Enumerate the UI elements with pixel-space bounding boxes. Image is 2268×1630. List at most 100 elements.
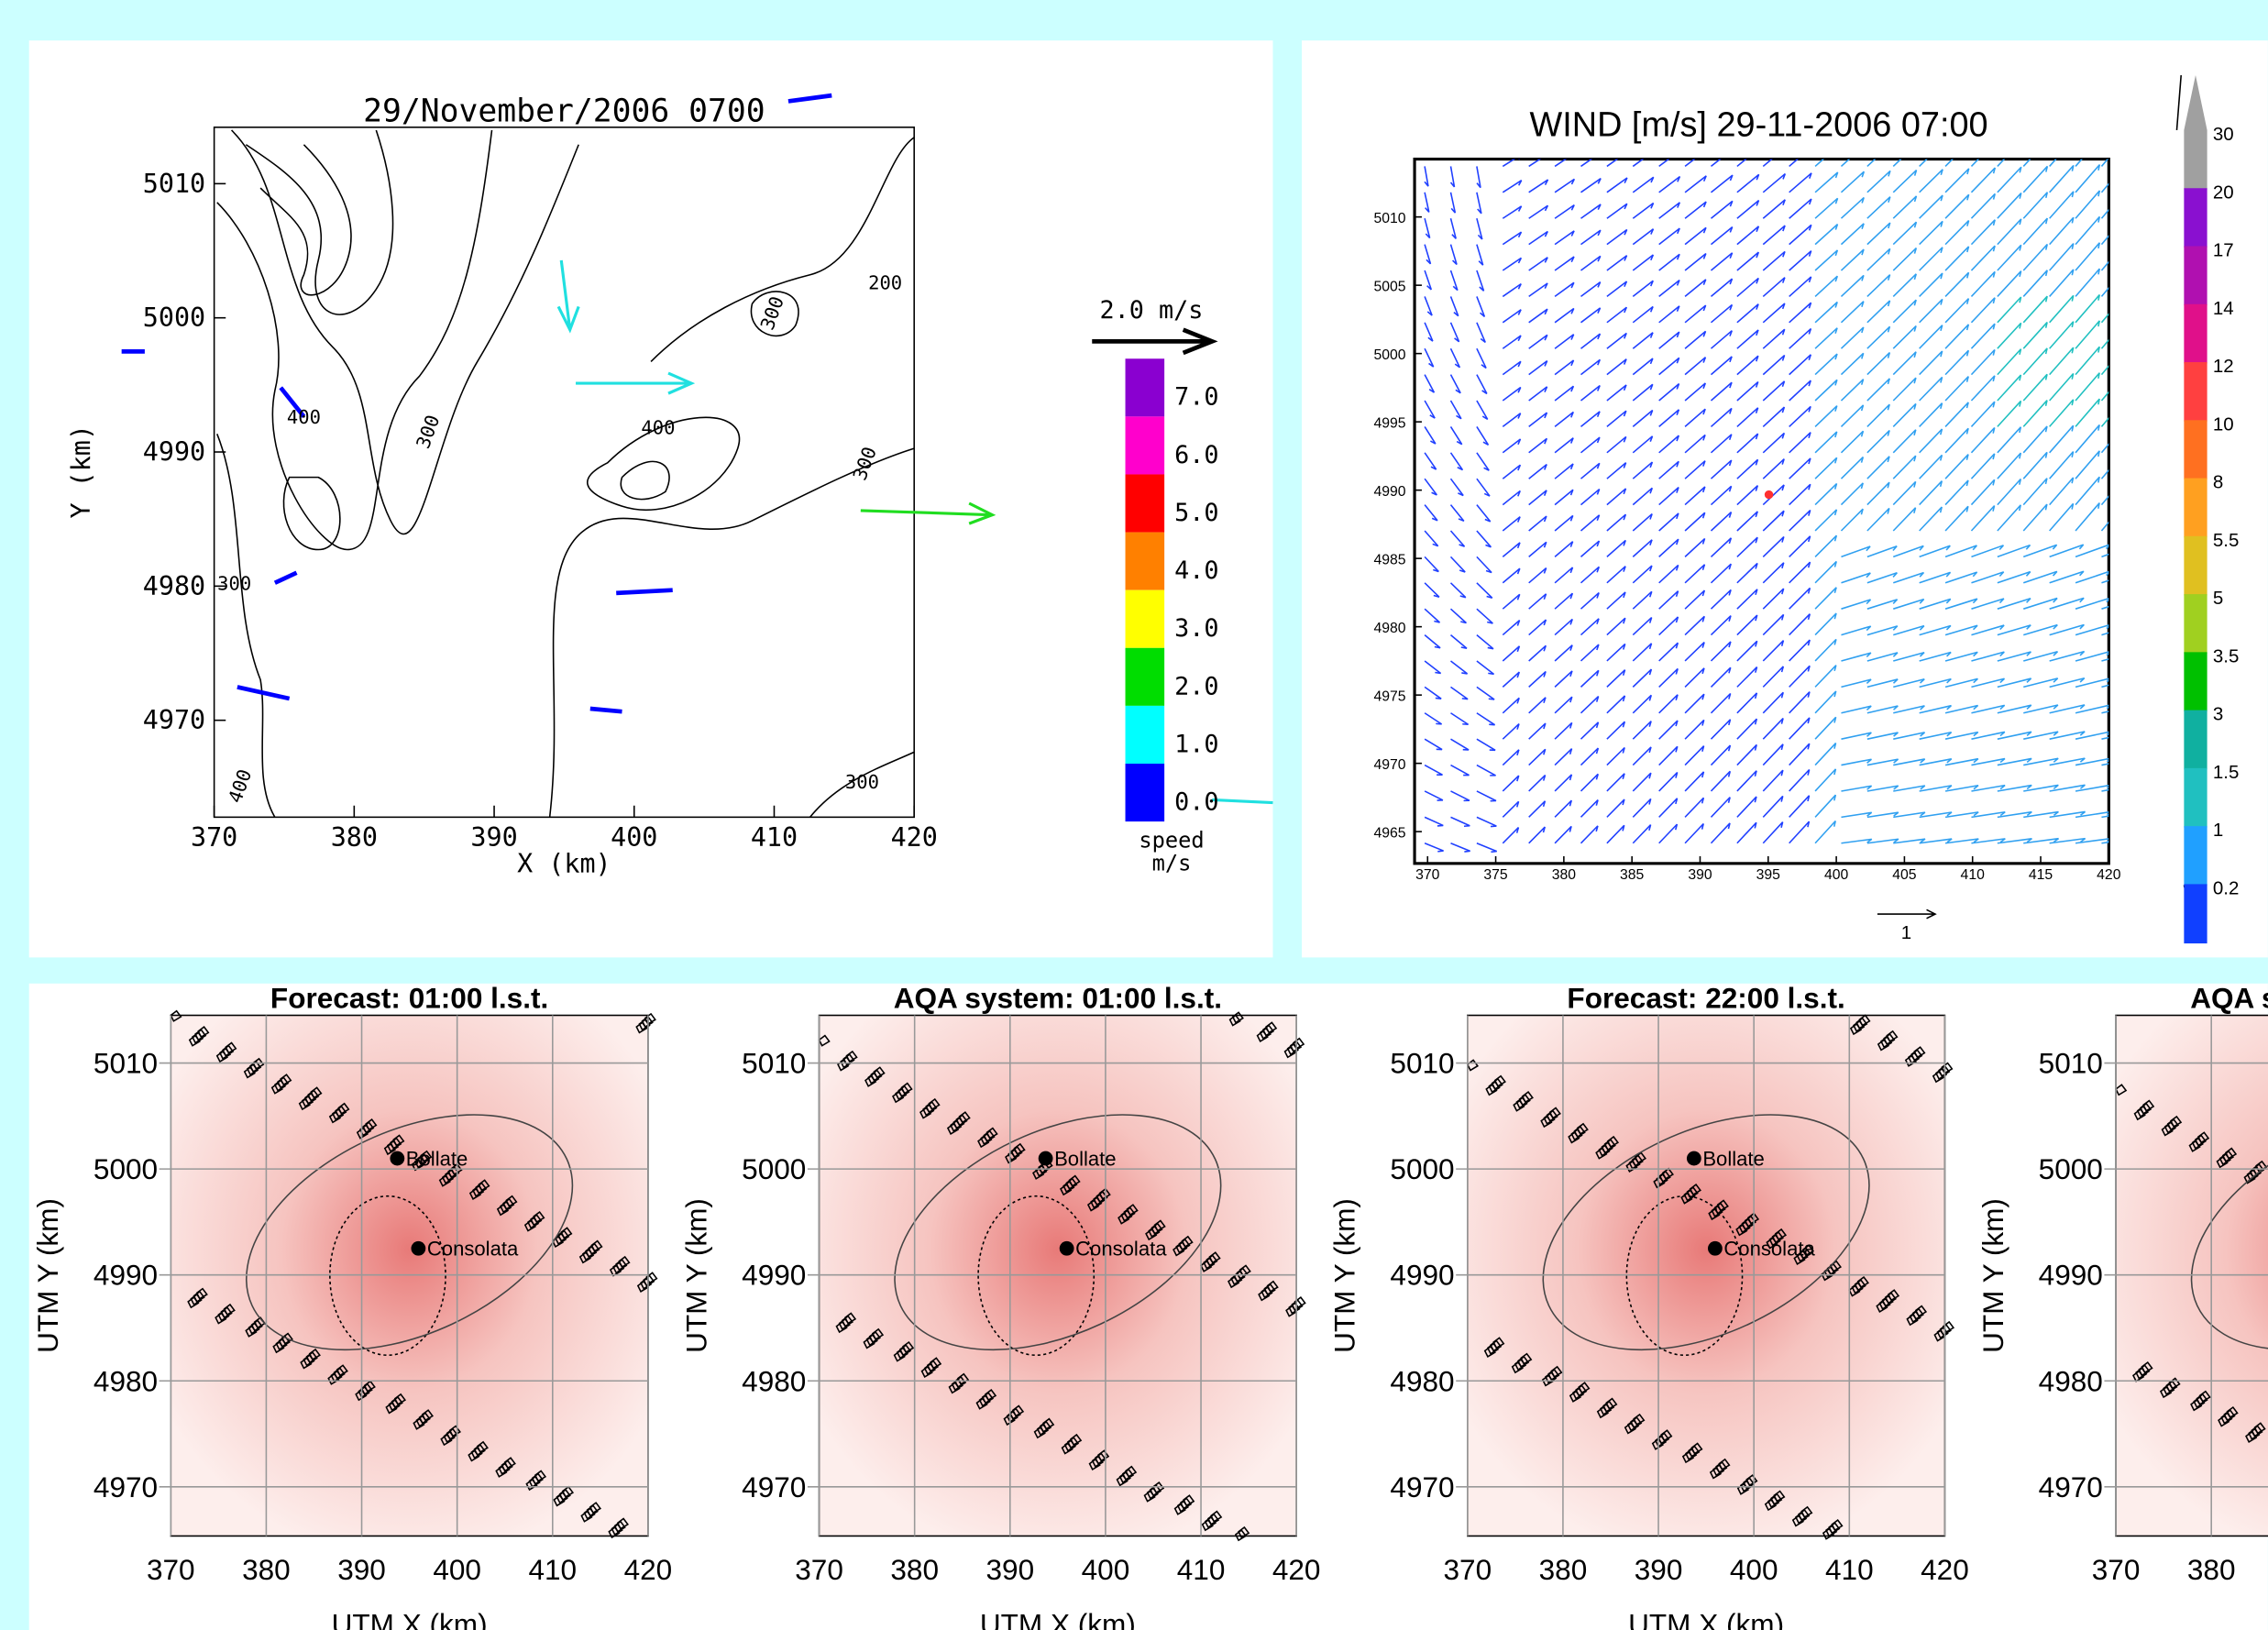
wind-vector xyxy=(2049,731,2086,740)
wind-vector xyxy=(1449,218,1457,239)
chart-title: WIND [m/s] 29-11-2006 07:00 xyxy=(1529,105,1987,144)
urban-outline xyxy=(441,1172,455,1184)
wind-vector xyxy=(1814,716,1837,740)
wind-vector xyxy=(1528,774,1547,792)
wind-vector xyxy=(1658,538,1679,557)
wind-vector xyxy=(1841,838,1873,844)
colorbar-label: 8 xyxy=(2213,472,2223,493)
wind-vector xyxy=(2049,347,2075,376)
wind-vector xyxy=(1736,743,1757,766)
wind-vector xyxy=(1892,402,1917,427)
wind-vector xyxy=(1554,281,1575,298)
urban-outline xyxy=(1513,1099,1525,1112)
map-title: Forecast: 22:00 l.s.t. xyxy=(1567,982,1844,1015)
wind-vector xyxy=(1970,479,1996,506)
urban-outline xyxy=(443,1430,456,1444)
wind-vector xyxy=(1789,327,1812,349)
wind-vector xyxy=(1944,454,1969,479)
wind-vector xyxy=(2075,372,2100,402)
wind-vector xyxy=(1789,535,1811,557)
urban-outline xyxy=(330,1370,343,1382)
wind-vector xyxy=(1580,307,1602,324)
wind-vector xyxy=(1944,505,1969,532)
contour-label: 300 xyxy=(845,771,879,793)
wind-vector xyxy=(1658,305,1680,324)
wind-arrow xyxy=(1212,798,1273,805)
urban-outline xyxy=(190,1293,203,1306)
wind-vector xyxy=(1528,179,1549,193)
chart-title: 29/November/2006 0700 xyxy=(363,94,765,130)
wind-vector xyxy=(1841,545,1871,558)
wind-vector xyxy=(1606,591,1626,610)
urban-outline xyxy=(1709,1467,1723,1480)
legend-scale: 2.0 m/s xyxy=(1099,296,1203,325)
urban-outline xyxy=(863,1337,875,1349)
wind-vector xyxy=(1970,453,1996,479)
wind-vector xyxy=(2023,677,2059,688)
wind-vector xyxy=(1658,409,1680,428)
wind-vector xyxy=(1606,643,1626,662)
wind-vector xyxy=(1424,296,1433,316)
x-tick-label: 380 xyxy=(1539,1553,1588,1586)
contour xyxy=(620,460,670,501)
wind-vector xyxy=(1762,199,1786,219)
wind-vector xyxy=(2022,451,2048,479)
wind-vector xyxy=(2023,597,2058,610)
wind-vector xyxy=(1424,452,1437,470)
urban-outline xyxy=(1791,1514,1804,1527)
y-tick-label: 4985 xyxy=(1374,552,1406,567)
wind-vector xyxy=(2022,425,2048,454)
wind-vector xyxy=(1684,175,1707,193)
urban-outline xyxy=(1148,1225,1161,1238)
wind-vector xyxy=(1893,705,1925,714)
wind-vector xyxy=(1841,599,1872,610)
urban-outline xyxy=(1118,1470,1131,1484)
x-tick-label: 370 xyxy=(147,1553,195,1586)
wind-vector xyxy=(1971,651,2005,662)
wind-vector xyxy=(1476,556,1492,574)
wind-vector xyxy=(1892,507,1917,532)
wind-vector xyxy=(1997,270,2022,297)
wind-vector xyxy=(2049,243,2075,271)
y-tick-label: 4970 xyxy=(1390,1470,1454,1503)
wind-vector xyxy=(1814,275,1839,297)
plot-frame xyxy=(213,127,915,819)
site-label: Consolata xyxy=(427,1238,519,1261)
wind-vector xyxy=(1554,825,1572,844)
wind-vector xyxy=(1449,582,1467,599)
wind-vector xyxy=(1658,823,1679,844)
wind-vector xyxy=(1684,253,1707,271)
wind-vector xyxy=(2022,217,2049,246)
wind-vector xyxy=(1476,764,1496,776)
wind-vector xyxy=(1449,633,1468,649)
wind-vector xyxy=(2075,570,2109,584)
wind-arrow xyxy=(589,706,622,714)
wind-vector xyxy=(1814,534,1838,557)
wind-vector xyxy=(1424,582,1440,598)
wind-vector xyxy=(1919,325,1943,349)
wind-vector xyxy=(1789,639,1811,662)
wind-vector xyxy=(1866,785,1899,792)
wind-arrow xyxy=(279,386,306,418)
wind-vector xyxy=(1580,540,1601,557)
wind-vector xyxy=(1580,591,1600,610)
urban-outline xyxy=(1796,1250,1809,1262)
wind-vector xyxy=(1502,490,1521,506)
urban-outline xyxy=(2135,1367,2148,1380)
urban-outline xyxy=(2246,1169,2259,1182)
urban-outline xyxy=(270,1082,283,1095)
contour xyxy=(259,144,352,296)
wind-vector xyxy=(1502,749,1520,766)
wind-vector xyxy=(1997,374,2022,402)
wind-vector xyxy=(1814,560,1837,584)
wind-vector xyxy=(1554,159,1568,168)
wind-vector xyxy=(1814,249,1839,271)
wind-vector xyxy=(2023,784,2059,792)
urban-outline xyxy=(328,1111,342,1124)
urban-outline xyxy=(2161,1124,2174,1137)
wind-vector xyxy=(1997,322,2022,349)
wind-vector xyxy=(1814,612,1837,636)
urban-outline xyxy=(919,1107,932,1119)
map-chart: 370 380 390 400 410 420 4970 4980 4990 5000 5010 Bo… xyxy=(679,982,1320,1630)
wind-vector xyxy=(1789,587,1811,610)
